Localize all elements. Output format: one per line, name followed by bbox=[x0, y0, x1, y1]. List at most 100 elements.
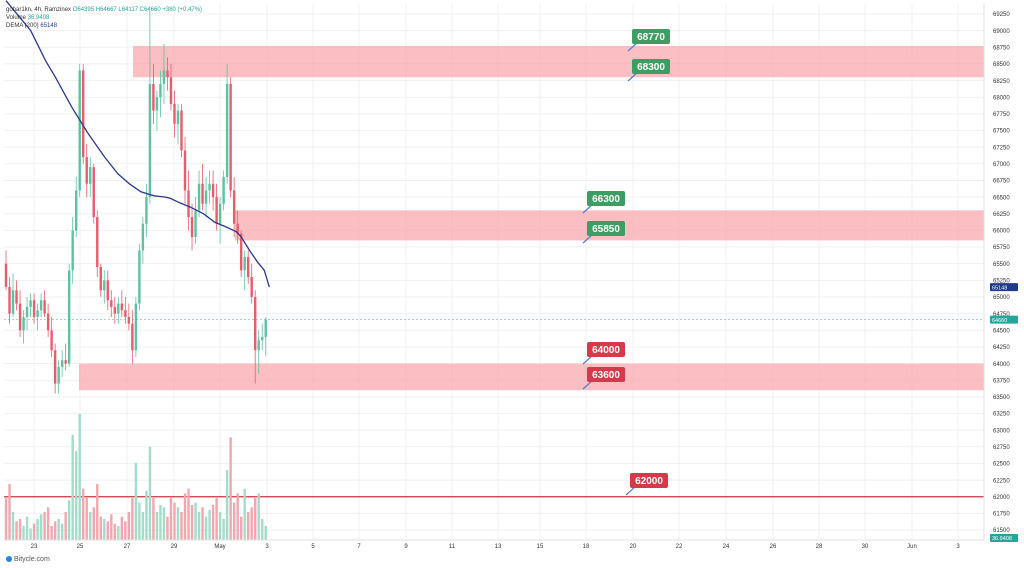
candle-body bbox=[60, 360, 64, 367]
candle bbox=[117, 296, 120, 324]
volume-bar bbox=[257, 493, 260, 540]
time-tick-label: 11 bbox=[449, 544, 456, 550]
price-tick-label: 62500 bbox=[993, 462, 1010, 468]
candle bbox=[166, 57, 169, 91]
price-badge-bg bbox=[990, 283, 1018, 292]
candle bbox=[29, 293, 32, 317]
time-axis: 23 25 27 29 May 3 5 7 9 11 13 15 18 20 22 24 26 28 30 Jun 3 bbox=[4, 539, 984, 550]
candle bbox=[250, 263, 253, 304]
volume-bar bbox=[46, 507, 50, 540]
candle-body bbox=[159, 83, 162, 98]
candle bbox=[60, 350, 64, 377]
volume-bar bbox=[225, 470, 229, 540]
candle-body bbox=[222, 177, 225, 204]
candle-body bbox=[22, 316, 25, 331]
candle-body bbox=[197, 183, 201, 211]
price-axis: 69250 69000 68750 68500 68250 68000 67750 67500… bbox=[983, 4, 1018, 542]
candle-body bbox=[246, 257, 250, 277]
candle-body bbox=[18, 303, 22, 331]
volume-bar bbox=[103, 519, 106, 540]
candle-body bbox=[190, 217, 194, 238]
level-label-bg bbox=[587, 342, 625, 357]
candle bbox=[190, 203, 194, 251]
volume-bar bbox=[22, 526, 25, 540]
level-label-bg bbox=[630, 473, 668, 488]
time-tick-label: 20 bbox=[630, 544, 637, 550]
candle bbox=[120, 290, 124, 317]
price-tick-label: 66750 bbox=[993, 179, 1010, 185]
price-tick-label: 68000 bbox=[993, 95, 1010, 101]
volume-bar bbox=[190, 505, 194, 540]
dema-label: DEMA (200) bbox=[6, 23, 39, 29]
candle bbox=[261, 323, 264, 351]
time-tick-label: 30 bbox=[862, 544, 869, 550]
candle bbox=[4, 250, 8, 291]
price-tick-label: 66500 bbox=[993, 195, 1010, 201]
candle bbox=[225, 63, 229, 184]
candle-body bbox=[225, 83, 229, 178]
volume-bar bbox=[229, 437, 232, 540]
volume-bar bbox=[71, 435, 74, 540]
volume-bar bbox=[180, 512, 183, 540]
time-tick-label: 13 bbox=[495, 544, 502, 550]
candle bbox=[254, 290, 257, 384]
price-tick-label: 64000 bbox=[993, 362, 1010, 368]
price-tick-label: 65250 bbox=[993, 279, 1010, 285]
price-tick-label: 64250 bbox=[993, 345, 1010, 351]
candle-body bbox=[145, 197, 148, 224]
volume-bar bbox=[127, 512, 131, 540]
candle-body bbox=[53, 350, 57, 384]
candle bbox=[208, 170, 211, 204]
level-label-text: 65850 bbox=[592, 224, 620, 235]
candle-body bbox=[57, 366, 60, 384]
volume-bar bbox=[64, 512, 67, 540]
candle-body bbox=[50, 330, 53, 351]
price-badge-text: 64660 bbox=[992, 318, 1007, 324]
candle bbox=[103, 270, 106, 304]
price-tick-label: 69250 bbox=[993, 12, 1010, 18]
candle bbox=[127, 303, 131, 331]
candle bbox=[50, 316, 53, 357]
level-label-68300: 68300 bbox=[627, 59, 670, 82]
candle bbox=[39, 293, 43, 317]
candle bbox=[71, 217, 74, 284]
volume-bar bbox=[32, 523, 36, 540]
price-tick-label: 64500 bbox=[993, 328, 1010, 334]
volume-bar bbox=[43, 512, 46, 540]
level-label-bg bbox=[632, 29, 670, 44]
volume-bar bbox=[236, 493, 239, 540]
volume-bar bbox=[145, 491, 148, 540]
volume-bar bbox=[208, 509, 211, 540]
candle-body bbox=[264, 319, 267, 337]
chart-legend: gohar1kn, 4h, Ramzinex O64395 H64667 L64… bbox=[6, 6, 202, 30]
time-tick-label: May bbox=[214, 544, 225, 550]
candle bbox=[131, 310, 134, 364]
zones bbox=[79, 45, 984, 391]
price-badge: 64660 bbox=[990, 315, 1018, 324]
level-label-64000: 64000 bbox=[582, 342, 625, 365]
candle bbox=[75, 177, 78, 238]
volume-bar bbox=[246, 512, 250, 540]
price-tick-label: 65000 bbox=[993, 295, 1010, 301]
time-tick-label: Jun bbox=[907, 544, 917, 550]
candle-body bbox=[229, 83, 232, 191]
volume-bar bbox=[67, 500, 71, 540]
volume-bar bbox=[113, 523, 117, 540]
level-label-bg bbox=[632, 59, 670, 74]
volume-bar bbox=[215, 498, 218, 540]
candle-body bbox=[92, 167, 95, 218]
candle bbox=[211, 170, 215, 211]
candle bbox=[218, 197, 222, 244]
candle bbox=[243, 250, 246, 291]
candle bbox=[32, 293, 36, 324]
time-tick-label: 23 bbox=[31, 544, 38, 550]
candle bbox=[53, 343, 57, 394]
candle-body bbox=[166, 70, 169, 78]
candle bbox=[46, 303, 50, 337]
candle-body bbox=[208, 183, 211, 191]
volume-bar bbox=[169, 498, 173, 540]
price-tick-label: 68750 bbox=[993, 45, 1010, 51]
price-badge: 65148 bbox=[990, 283, 1018, 291]
